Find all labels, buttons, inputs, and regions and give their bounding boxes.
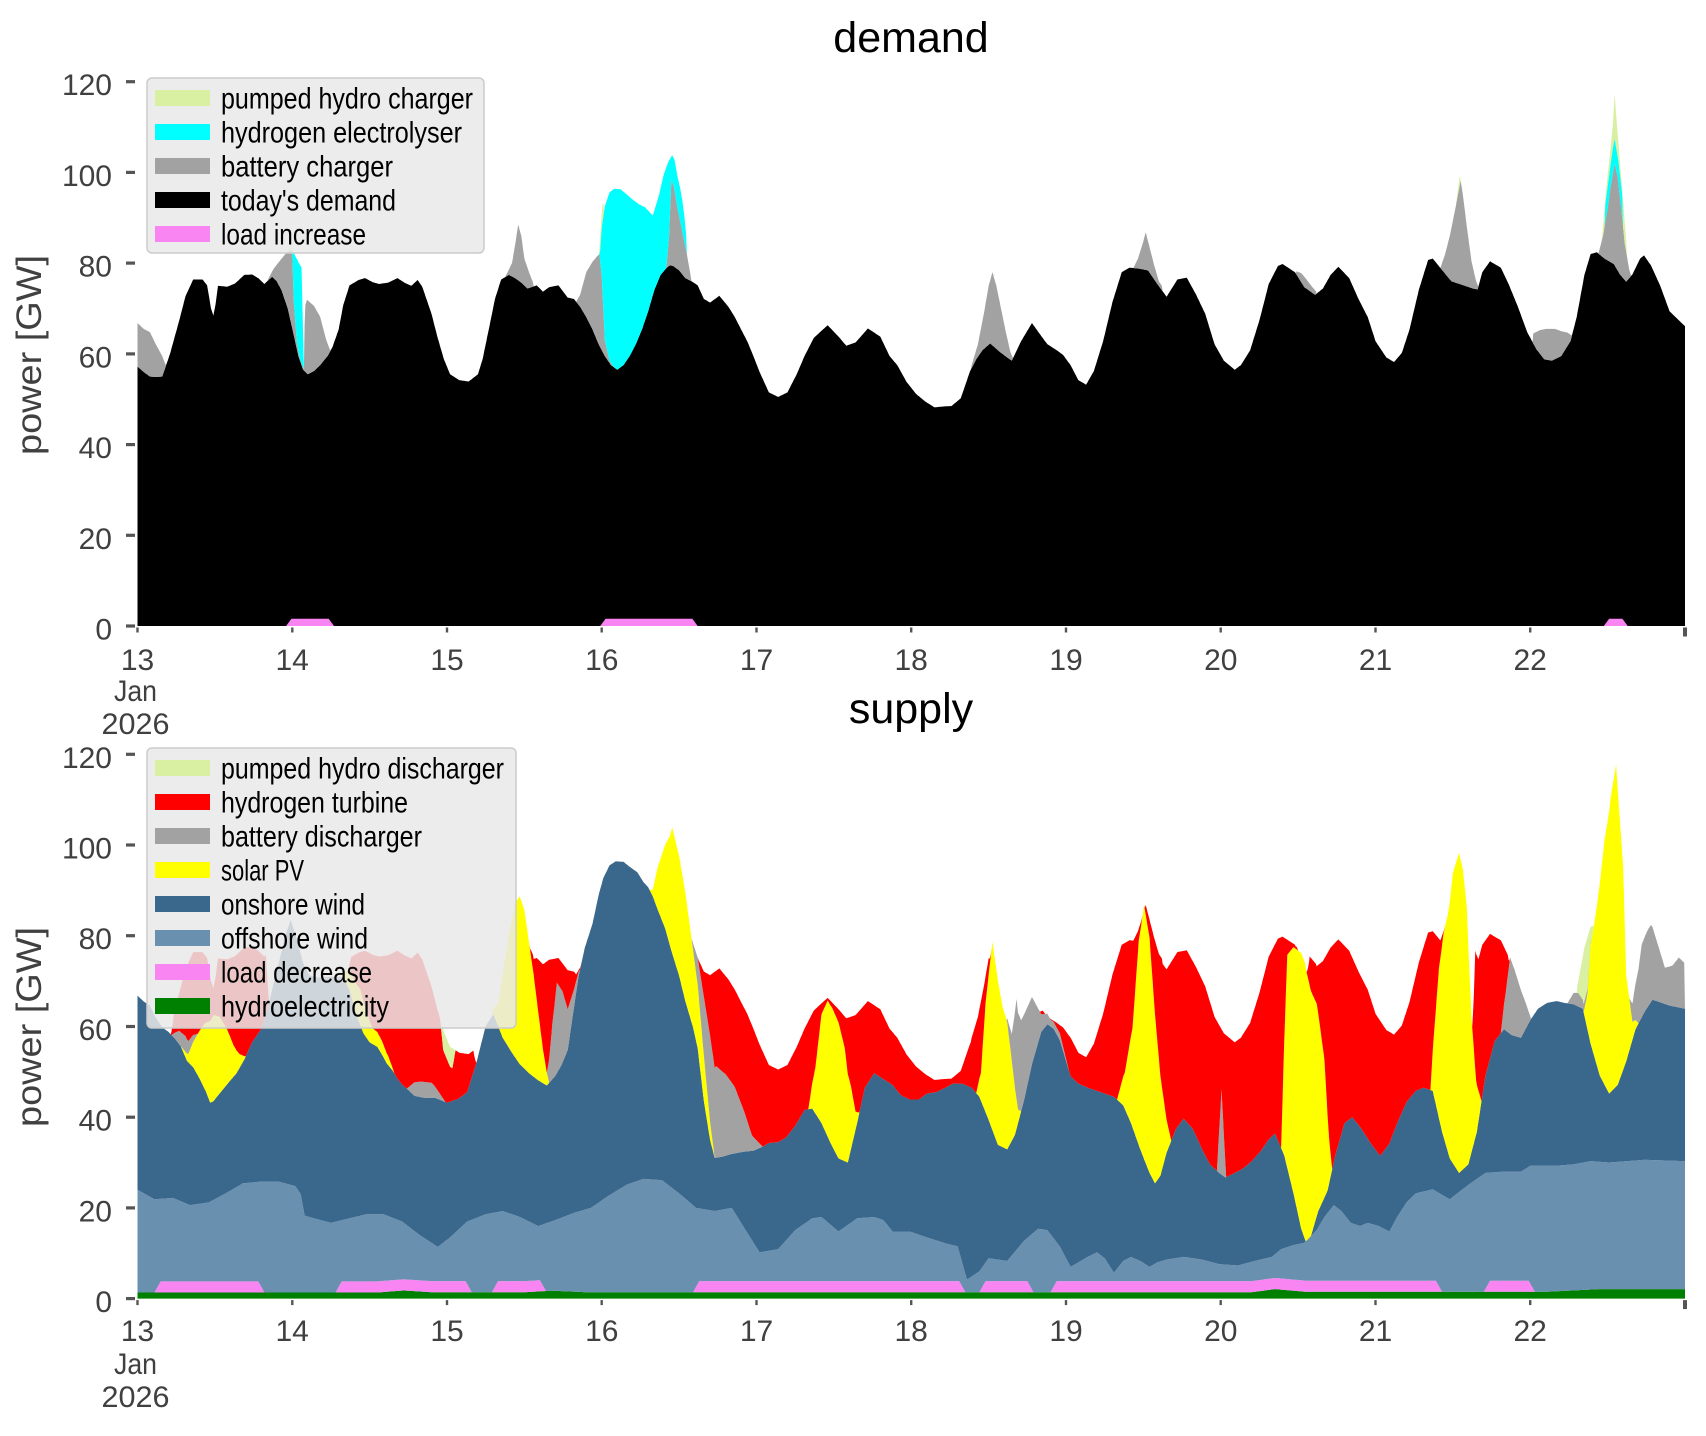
svg-text:2026: 2026 — [102, 1381, 170, 1414]
svg-text:load increase: load increase — [221, 219, 366, 252]
svg-text:power [GW]: power [GW] — [10, 927, 49, 1127]
svg-text:load decrease: load decrease — [221, 957, 372, 990]
svg-text:hydrogen electrolyser: hydrogen electrolyser — [221, 117, 462, 150]
svg-text:19: 19 — [1049, 1315, 1082, 1348]
svg-text:18: 18 — [895, 1315, 928, 1348]
svg-text:22: 22 — [1514, 1315, 1547, 1348]
svg-text:battery discharger: battery discharger — [221, 821, 422, 854]
svg-text:60: 60 — [79, 341, 112, 374]
svg-text:16: 16 — [585, 644, 618, 677]
svg-text:14: 14 — [276, 644, 309, 677]
svg-text:80: 80 — [79, 923, 112, 956]
svg-text:80: 80 — [79, 251, 112, 284]
svg-text:hydroelectricity: hydroelectricity — [221, 991, 389, 1024]
svg-text:40: 40 — [79, 432, 112, 465]
svg-text:20: 20 — [79, 523, 112, 556]
svg-text:demand: demand — [833, 14, 988, 62]
svg-text:hydrogen turbine: hydrogen turbine — [221, 787, 408, 820]
svg-text:20: 20 — [79, 1195, 112, 1228]
svg-text:0: 0 — [95, 614, 112, 647]
svg-text:100: 100 — [62, 160, 112, 193]
svg-text:20: 20 — [1204, 1315, 1237, 1348]
svg-text:14: 14 — [276, 1315, 309, 1348]
svg-text:power [GW]: power [GW] — [10, 255, 49, 455]
svg-text:pumped hydro discharger: pumped hydro discharger — [221, 753, 504, 786]
svg-text:16: 16 — [585, 1315, 618, 1348]
svg-text:15: 15 — [430, 1315, 463, 1348]
svg-text:18: 18 — [895, 644, 928, 677]
svg-text:22: 22 — [1514, 644, 1547, 677]
svg-text:13: 13 — [121, 644, 154, 677]
svg-text:17: 17 — [740, 644, 773, 677]
svg-text:60: 60 — [79, 1014, 112, 1047]
svg-text:21: 21 — [1359, 1315, 1392, 1348]
svg-text:100: 100 — [62, 833, 112, 866]
svg-text:offshore wind: offshore wind — [221, 923, 368, 956]
svg-text:120: 120 — [62, 69, 112, 102]
svg-text:battery charger: battery charger — [221, 151, 393, 184]
svg-text:15: 15 — [430, 644, 463, 677]
svg-text:onshore wind: onshore wind — [221, 889, 365, 922]
svg-text:pumped hydro charger: pumped hydro charger — [221, 83, 473, 116]
svg-text:17: 17 — [740, 1315, 773, 1348]
svg-text:Jan: Jan — [114, 675, 157, 708]
svg-text:supply: supply — [849, 685, 974, 733]
svg-text:13: 13 — [121, 1315, 154, 1348]
svg-text:2026: 2026 — [102, 708, 170, 741]
svg-text:today's demand: today's demand — [221, 185, 396, 218]
svg-text:0: 0 — [95, 1286, 112, 1319]
svg-text:19: 19 — [1049, 644, 1082, 677]
svg-text:Jan: Jan — [114, 1348, 157, 1381]
svg-text:40: 40 — [79, 1105, 112, 1138]
svg-text:20: 20 — [1204, 644, 1237, 677]
svg-text:120: 120 — [62, 742, 112, 775]
svg-text:solar PV: solar PV — [221, 855, 304, 888]
svg-text:21: 21 — [1359, 644, 1392, 677]
